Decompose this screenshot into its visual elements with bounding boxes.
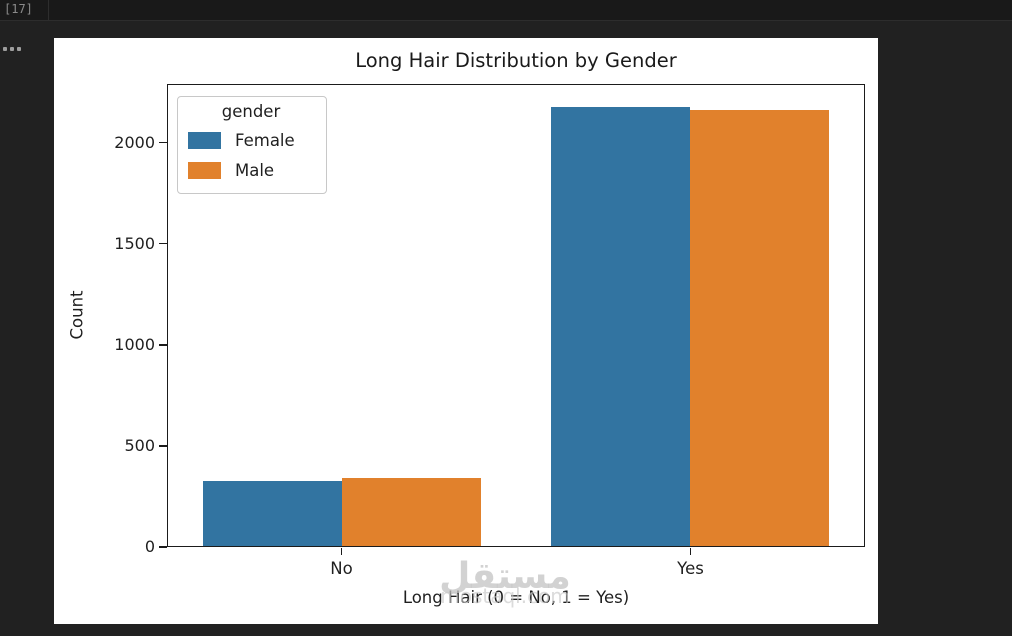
ellipsis-icon[interactable] <box>3 47 25 55</box>
x-axis-tick-marks <box>167 548 865 556</box>
execution-count: [17] <box>4 2 33 16</box>
y-tick-label: 1500 <box>114 233 155 253</box>
y-tick-label: 1000 <box>114 334 155 354</box>
bar-female-yes <box>550 107 690 546</box>
cell-gutter-divider <box>48 0 49 21</box>
y-tick-mark <box>159 546 167 548</box>
y-tick-mark <box>159 141 167 144</box>
y-tick-mark <box>159 445 167 447</box>
y-tick-mark <box>159 243 167 245</box>
matplotlib-figure-output: Long Hair Distribution by Gender Count 0… <box>54 38 878 624</box>
bar-male-yes <box>690 110 830 546</box>
y-tick-label: 2000 <box>114 132 155 152</box>
y-tick-label: 500 <box>124 435 155 455</box>
x-tick-mark <box>340 548 343 555</box>
legend: gender Female Male <box>177 96 327 194</box>
x-tick-label: Yes <box>677 559 704 578</box>
legend-title: gender <box>221 102 281 121</box>
y-axis-tick-labels: 0 500 1000 1500 2000 <box>54 84 155 556</box>
ellipsis-dot <box>17 47 21 51</box>
y-axis-tick-marks <box>159 84 167 548</box>
ellipsis-dot <box>10 47 14 51</box>
legend-entry-male: Male <box>188 155 314 185</box>
y-tick-label: 0 <box>144 537 155 556</box>
legend-swatch-icon <box>188 131 221 149</box>
plot-area: gender Female Male <box>167 84 865 547</box>
x-axis-tick-labels: No Yes <box>167 559 865 581</box>
legend-label: Male <box>235 160 275 180</box>
legend-label: Female <box>235 130 295 150</box>
collapsed-code-cell[interactable] <box>0 0 1012 21</box>
x-axis-label: Long Hair (0 = No, 1 = Yes) <box>402 588 630 607</box>
bar-female-no <box>202 480 342 546</box>
y-tick-mark <box>159 344 167 346</box>
bar-male-no <box>342 477 482 546</box>
legend-swatch-icon <box>188 161 221 179</box>
ellipsis-dot <box>3 47 7 51</box>
x-tick-label: No <box>330 559 353 578</box>
x-tick-mark <box>689 548 692 555</box>
chart-title: Long Hair Distribution by Gender <box>355 49 677 72</box>
legend-entry-female: Female <box>188 125 314 155</box>
